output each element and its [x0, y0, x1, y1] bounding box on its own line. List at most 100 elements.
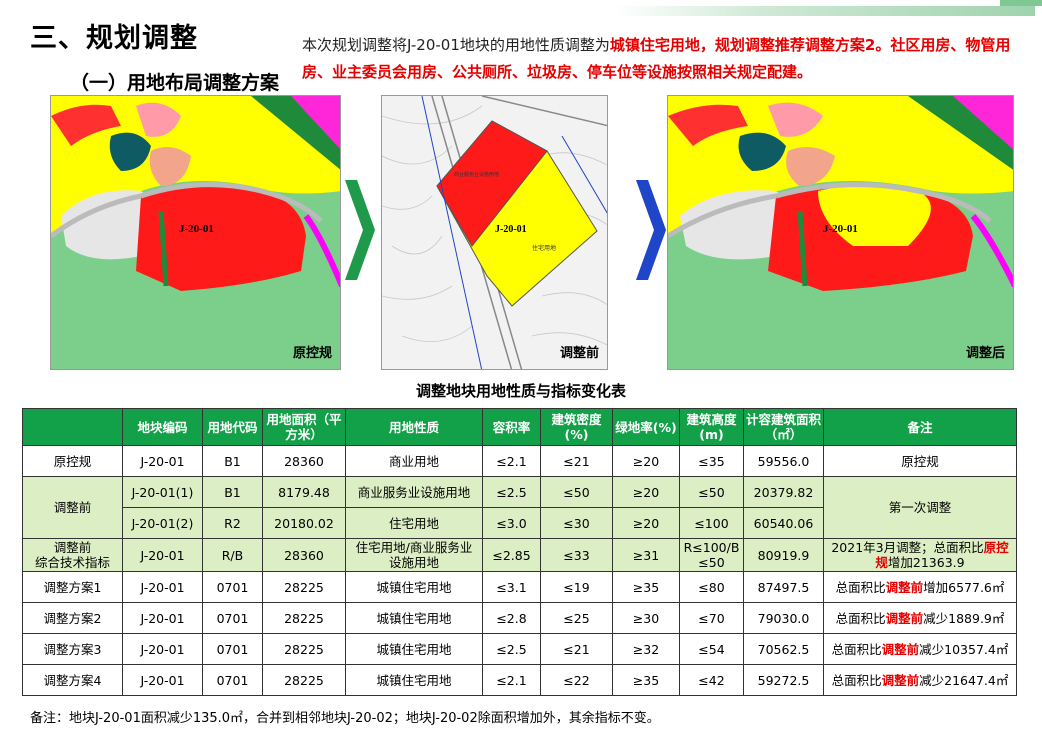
cell-far: ≤2.8	[482, 602, 541, 634]
cell-far: ≤3.1	[482, 571, 541, 603]
map-before-plot-sublabel: 住宅用地	[532, 244, 556, 252]
header-blank	[22, 408, 123, 446]
cell-height: R≤100/B ≤50	[679, 538, 744, 572]
cell-land-code: B1	[202, 476, 263, 508]
cell-green-rate: ≥30	[612, 602, 680, 634]
cell-land-code: R/B	[202, 538, 263, 572]
note-highlight: 调整前	[885, 579, 924, 595]
map-before-label: 调整前	[559, 346, 599, 361]
cell-nature: 城镇住宅用地	[345, 602, 483, 634]
cell-plot-code: J-20-01	[122, 445, 203, 477]
intro-prefix: 本次规划调整将J-20-01地块的用地性质调整为	[302, 36, 610, 54]
cell-nature: 城镇住宅用地	[345, 664, 483, 696]
cell-plot-code: J-20-01	[122, 602, 203, 634]
cell-land-code: B1	[202, 445, 263, 477]
cell-nature: 商业服务业设施用地	[345, 476, 483, 508]
map-original-plan: J-20-01 原控规	[50, 95, 341, 370]
cell-density: ≤25	[540, 602, 613, 634]
arrow-right-icon	[636, 180, 666, 280]
row-name: 原控规	[22, 445, 123, 477]
table-row: 调整方案2 J-20-01 0701 28225 城镇住宅用地 ≤2.8 ≤25…	[22, 602, 1017, 634]
section-subtitle: （一）用地布局调整方案	[70, 72, 280, 94]
cell-note: 总面积比调整前减少1889.9㎡	[823, 602, 1017, 634]
header-note: 备注	[823, 408, 1017, 446]
header-green-rate: 绿地率(%)	[612, 408, 680, 446]
cell-height: ≤54	[679, 633, 744, 665]
cell-gfa: 87497.5	[743, 571, 824, 603]
cell-height: ≤80	[679, 571, 744, 603]
cell-nature: 住宅用地/商业服务业 设施用地	[345, 538, 483, 572]
cell-green-rate: ≥31	[612, 538, 680, 572]
cell-far: ≤2.5	[482, 633, 541, 665]
cell-note: 总面积比调整前减少21647.4㎡	[823, 664, 1017, 696]
cell-density: ≤21	[540, 633, 613, 665]
row-name: 调整方案2	[22, 602, 123, 634]
note-highlight: 原控规	[875, 540, 1009, 570]
cell-note: 原控规	[823, 445, 1017, 477]
cell-nature: 城镇住宅用地	[345, 633, 483, 665]
cell-plot-code: J-20-01(1)	[122, 476, 203, 508]
cell-green-rate: ≥20	[612, 507, 680, 539]
table-row: 调整前 J-20-01(1) B1 8179.48 商业服务业设施用地 ≤2.5…	[22, 476, 1017, 539]
cell-plot-code: J-20-01	[122, 571, 203, 603]
cell-green-rate: ≥20	[612, 445, 680, 477]
cell-gfa: 59272.5	[743, 664, 824, 696]
cell-note: 总面积比调整前减少10357.4㎡	[823, 633, 1017, 665]
cell-green-rate: ≥35	[612, 664, 680, 696]
map-after-plot-label: J-20-01	[823, 223, 858, 235]
header-plot-code: 地块编码	[122, 408, 203, 446]
table-row: 调整方案3 J-20-01 0701 28225 城镇住宅用地 ≤2.5 ≤21…	[22, 633, 1017, 665]
note-text: 总面积比	[835, 610, 886, 626]
cell-nature: 商业用地	[345, 445, 483, 477]
cell-green-rate: ≥32	[612, 633, 680, 665]
cell-land-code: 0701	[202, 571, 263, 603]
cell-far: ≤3.0	[482, 507, 541, 539]
header-decoration-accent	[1000, 0, 1042, 6]
cell-density: ≤19	[540, 571, 613, 603]
row-name: 调整方案1	[22, 571, 123, 603]
cell-density: ≤30	[540, 507, 613, 539]
note-text-tail: 减少21647.4㎡	[919, 672, 1009, 688]
header-area: 用地面积（平方米）	[262, 408, 346, 446]
cell-gfa: 60540.06	[743, 507, 824, 539]
cell-density: ≤22	[540, 664, 613, 696]
row-name-line2: 综合技术指标	[34, 555, 110, 570]
cell-note: 第一次调整	[823, 476, 1017, 539]
note-text: 总面积比	[831, 641, 882, 657]
header-decoration-bar	[615, 6, 1035, 16]
cell-plot-code: J-20-01(2)	[122, 507, 203, 539]
cell-plot-code: J-20-01	[122, 538, 203, 572]
map-original-plot-label: J-20-01	[179, 223, 214, 235]
cell-density: ≤33	[540, 538, 613, 572]
cell-note: 总面积比调整前增加6577.6㎡	[823, 571, 1017, 603]
cell-note: 2021年3月调整；总面积比原控规增加21363.9	[823, 538, 1017, 572]
cell-nature-line1: 住宅用地/商业服务业	[355, 540, 473, 555]
cell-green-rate: ≥20	[612, 476, 680, 508]
cell-area: 8179.48	[262, 476, 346, 508]
cell-far: ≤2.85	[482, 538, 541, 572]
page-title: 三、规划调整	[30, 23, 198, 54]
cell-area: 28360	[262, 538, 346, 572]
cell-height-line1: R≤100/B	[683, 540, 740, 555]
table-row: 原控规 J-20-01 B1 28360 商业用地 ≤2.1 ≤21 ≥20 ≤…	[22, 445, 1017, 477]
cell-land-code: 0701	[202, 664, 263, 696]
note-text: 总面积比	[835, 579, 886, 595]
cell-density: ≤21	[540, 445, 613, 477]
cell-gfa: 20379.82	[743, 476, 824, 508]
cell-plot-code: J-20-01	[122, 633, 203, 665]
cell-gfa: 70562.5	[743, 633, 824, 665]
cell-green-rate: ≥35	[612, 571, 680, 603]
note-text: 2021年3月调整；总面积比	[831, 540, 984, 555]
header-nature: 用地性质	[345, 408, 483, 446]
cell-land-code: R2	[202, 507, 263, 539]
cell-density: ≤50	[540, 476, 613, 508]
cell-nature-line2: 设施用地	[388, 555, 439, 570]
intro-highlight: 城镇住宅用地，规划调整推荐调整方案2。社区用房、物管用房、业主委员会用房、公共厕…	[302, 36, 1011, 81]
row-name: 调整前 综合技术指标	[22, 538, 123, 572]
table-row: J-20-01(2) R2 20180.02 住宅用地 ≤3.0 ≤30 ≥20…	[23, 507, 1017, 539]
note-text-tail: 增加21363.9	[887, 555, 965, 570]
note-text-tail: 减少1889.9㎡	[923, 610, 1005, 626]
header-density: 建筑密度(%)	[540, 408, 613, 446]
cell-plot-code: J-20-01	[122, 664, 203, 696]
header-gfa: 计容建筑面积（㎡）	[743, 408, 824, 446]
